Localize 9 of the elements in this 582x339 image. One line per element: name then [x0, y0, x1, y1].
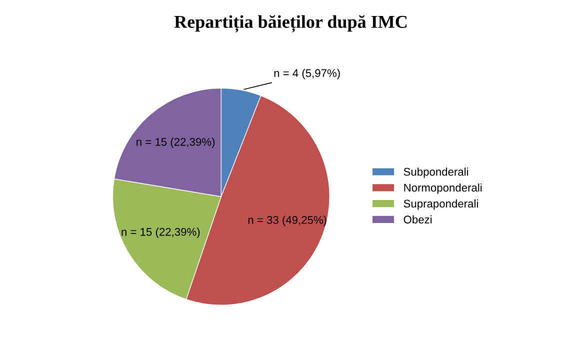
data-label: n = 33 (49,25%) — [248, 216, 326, 226]
legend-label: Subponderali — [404, 168, 468, 178]
legend-label: Normoponderali — [404, 183, 482, 194]
legend-label: Supraponderali — [404, 199, 478, 210]
legend-label: Obezi — [404, 215, 432, 224]
data-label: n = 15 (22,39%) — [122, 228, 200, 238]
data-label: n = 4 (5,97%) — [274, 68, 340, 80]
chart-title: Repartiția băieților după IMC — [174, 15, 407, 32]
data-label: n = 15 (22,39%) — [136, 138, 215, 148]
